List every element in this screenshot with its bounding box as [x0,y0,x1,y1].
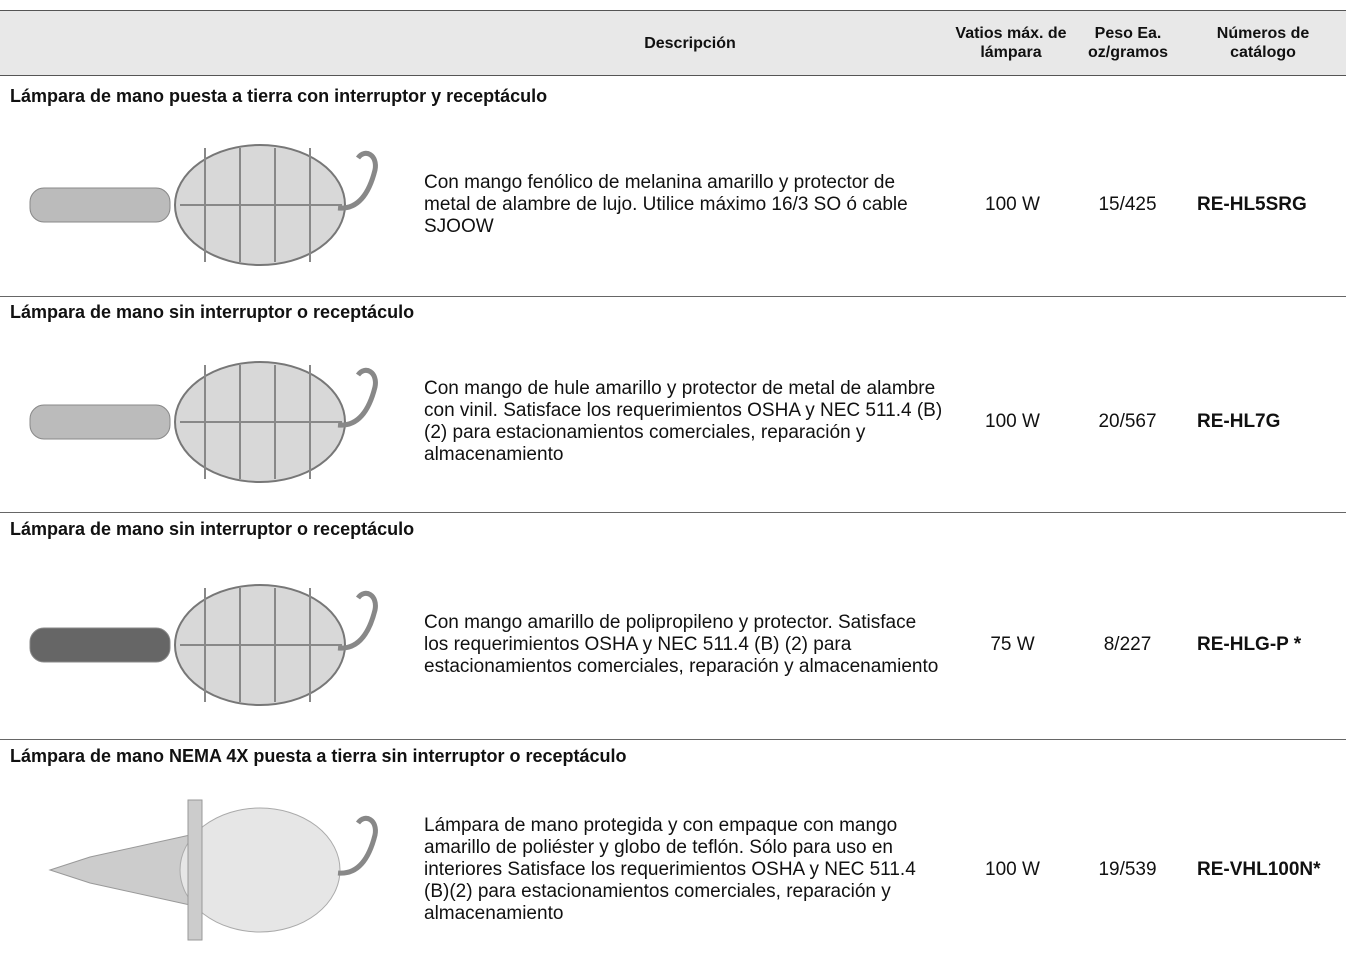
description: Lámpara de mano protegida y con empaque … [424,815,916,924]
catalog-number: RE-VHL100N* [1197,859,1321,880]
product-image [20,570,400,720]
column-header: Vatios máx. de lámpara [955,25,1067,61]
weight: 15/425 [1098,194,1157,215]
watts: 75 W [990,634,1035,655]
section-title: Lámpara de mano sin interruptor o recept… [10,519,415,539]
watts: 100 W [985,194,1040,215]
weight: 20/567 [1098,411,1157,432]
product-image [20,347,400,497]
lamp-drawing [48,799,378,941]
catalog-number: RE-HL7G [1197,411,1281,432]
watts: 100 W [985,859,1040,880]
row-separator [0,512,1346,513]
row-separator [0,296,1346,297]
product-image [20,795,400,945]
product-image [20,130,400,280]
catalog-number: RE-HLG-P * [1197,634,1302,655]
lamp-drawing [29,361,378,483]
section-title: Lámpara de mano NEMA 4X puesta a tierra … [10,746,627,766]
watts: 100 W [985,411,1040,432]
table-header: Descripción Vatios máx. de lámpara Peso … [0,10,1346,76]
description: Con mango fenólico de melanina amarillo … [424,172,908,237]
description: Con mango de hule amarillo y protector d… [424,378,943,465]
row-separator [0,739,1346,740]
column-header: Peso Ea. oz/gramos [1087,25,1168,61]
description: Con mango amarillo de polipropileno y pr… [424,612,939,677]
column-header: Descripción [644,34,736,52]
lamp-drawing [29,584,378,706]
section-title: Lámpara de mano sin interruptor o recept… [10,302,415,322]
weight: 8/227 [1103,634,1152,655]
catalog-number: RE-HL5SRG [1197,194,1307,215]
section-title: Lámpara de mano puesta a tierra con inte… [10,86,548,106]
lamp-drawing [29,144,378,266]
column-header: Números de catálogo [1216,25,1310,61]
weight: 19/539 [1098,859,1157,880]
